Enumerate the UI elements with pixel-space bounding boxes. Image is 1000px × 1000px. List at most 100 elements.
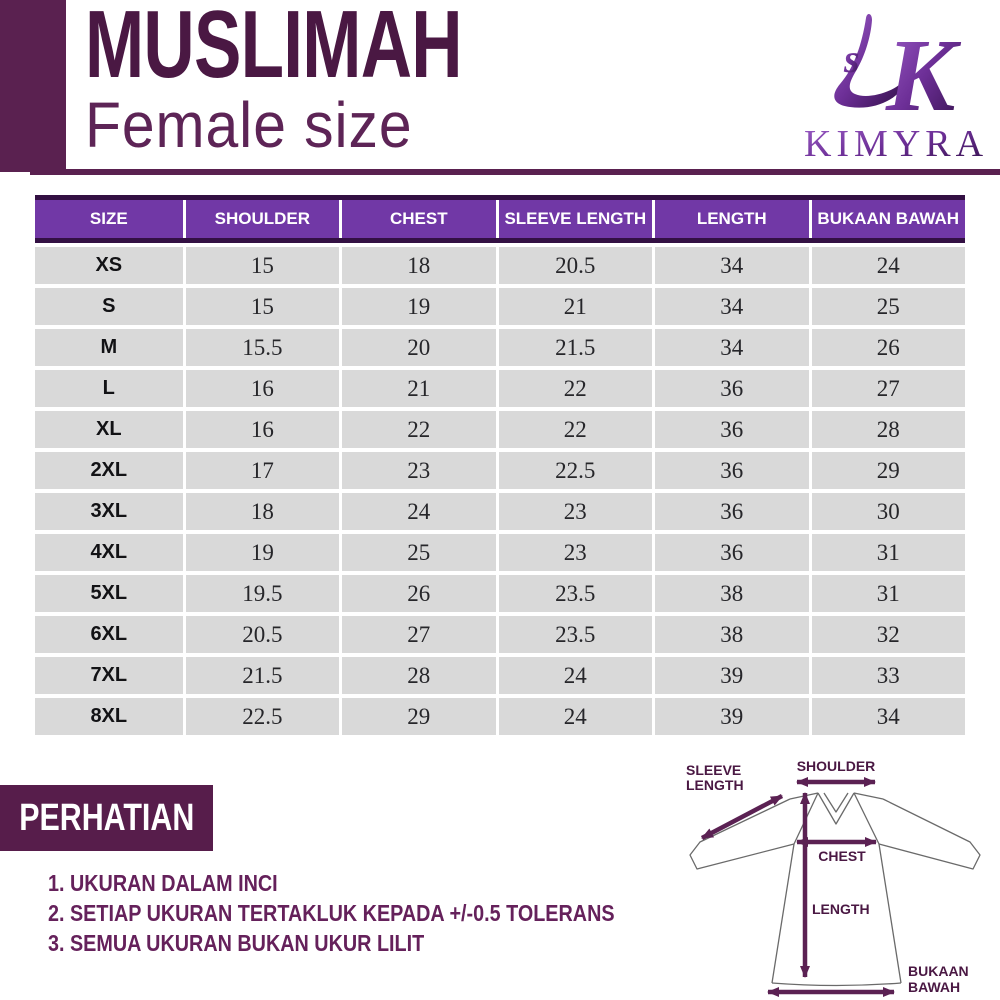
note-item: 2. SETIAP UKURAN TERTAKLUK KEPADA +/-0.5… xyxy=(48,900,615,926)
value-cell: 31 xyxy=(811,575,965,612)
column-header-sleeve-length: SLEEVE LENGTH xyxy=(498,200,653,238)
value-cell: 36 xyxy=(655,452,809,489)
value-cell: 25 xyxy=(811,288,965,325)
value-cell: 20 xyxy=(342,329,496,366)
value-cell: 34 xyxy=(655,329,809,366)
value-cell: 15.5 xyxy=(185,329,340,366)
note-item: 1. UKURAN DALAM INCI xyxy=(48,870,278,896)
value-cell: 16 xyxy=(185,411,340,448)
size-cell: 4XL xyxy=(35,534,183,571)
value-cell: 39 xyxy=(655,657,809,694)
value-cell: 36 xyxy=(655,370,809,407)
corner-accent-block xyxy=(0,0,66,172)
size-cell: M xyxy=(35,329,183,366)
brand-logo: K s KIMYRA xyxy=(804,14,983,165)
value-cell: 22.5 xyxy=(185,698,340,735)
value-cell: 34 xyxy=(655,247,809,284)
value-cell: 16 xyxy=(185,370,340,407)
chest-label: CHEST xyxy=(818,848,866,864)
value-cell: 23 xyxy=(342,452,496,489)
value-cell: 22 xyxy=(498,411,653,448)
sleeve-length-label-line1: SLEEVE xyxy=(686,762,741,778)
sleeve-length-label-line2: LENGTH xyxy=(686,777,744,793)
column-header-size: SIZE xyxy=(35,200,183,238)
value-cell: 30 xyxy=(811,493,965,530)
page-subtitle: Female size xyxy=(85,89,413,161)
size-cell: XS xyxy=(35,247,183,284)
value-cell: 33 xyxy=(811,657,965,694)
value-cell: 24 xyxy=(342,493,496,530)
size-cell: 2XL xyxy=(35,452,183,489)
value-cell: 29 xyxy=(342,698,496,735)
value-cell: 17 xyxy=(185,452,340,489)
value-cell: 21.5 xyxy=(498,329,653,366)
size-cell: XL xyxy=(35,411,183,448)
logo-monogram-k: K xyxy=(885,18,962,133)
value-cell: 21 xyxy=(342,370,496,407)
column-header-shoulder: SHOULDER xyxy=(185,200,340,238)
size-table: SIZE SHOULDER CHEST SLEEVE LENGTH LENGTH BUKA… xyxy=(35,195,965,735)
measurement-arrows xyxy=(700,777,895,997)
value-cell: 39 xyxy=(655,698,809,735)
value-cell: 22.5 xyxy=(498,452,653,489)
value-cell: 32 xyxy=(811,616,965,653)
value-cell: 25 xyxy=(342,534,496,571)
size-cell: S xyxy=(35,288,183,325)
value-cell: 19 xyxy=(185,534,340,571)
value-cell: 23.5 xyxy=(498,575,653,612)
value-cell: 23.5 xyxy=(498,616,653,653)
value-cell: 23 xyxy=(498,534,653,571)
logo-monogram-s: s xyxy=(843,36,860,81)
value-cell: 24 xyxy=(498,657,653,694)
value-cell: 19 xyxy=(342,288,496,325)
value-cell: 18 xyxy=(185,493,340,530)
measurement-diagram: SLEEVE LENGTH SHOULDER CHEST LENGTH BUKA… xyxy=(686,758,981,997)
value-cell: 19.5 xyxy=(185,575,340,612)
value-cell: 20.5 xyxy=(498,247,653,284)
value-cell: 23 xyxy=(498,493,653,530)
table-body: XS 15 18 20.5 34 24 S 15 19 21 34 25 M 15.5 20 21.5 34 26… xyxy=(35,247,965,735)
sleeve-length-arrow xyxy=(700,794,784,840)
value-cell: 27 xyxy=(342,616,496,653)
header-divider xyxy=(30,169,1000,175)
size-cell: 5XL xyxy=(35,575,183,612)
page-title: MUSLIMAH xyxy=(85,0,463,98)
value-cell: 38 xyxy=(655,616,809,653)
notes-heading: PERHATIAN xyxy=(19,797,195,839)
value-cell: 22 xyxy=(342,411,496,448)
value-cell: 31 xyxy=(811,534,965,571)
length-label: LENGTH xyxy=(812,901,870,917)
value-cell: 34 xyxy=(811,698,965,735)
logo-swoosh xyxy=(834,14,903,108)
value-cell: 34 xyxy=(655,288,809,325)
notes-list: 1. UKURAN DALAM INCI 2. SETIAP UKURAN TER… xyxy=(48,868,707,958)
size-cell: 7XL xyxy=(35,657,183,694)
notes-heading-box: PERHATIAN xyxy=(0,785,213,851)
bukaan-bawah-label-line2: BAWAH xyxy=(908,979,960,995)
column-header-length: LENGTH xyxy=(655,200,809,238)
value-cell: 28 xyxy=(342,657,496,694)
value-cell: 15 xyxy=(185,288,340,325)
value-cell: 21.5 xyxy=(185,657,340,694)
value-cell: 28 xyxy=(811,411,965,448)
size-cell: 8XL xyxy=(35,698,183,735)
value-cell: 36 xyxy=(655,411,809,448)
column-header-chest: CHEST xyxy=(342,200,496,238)
size-cell: L xyxy=(35,370,183,407)
value-cell: 38 xyxy=(655,575,809,612)
size-cell: 6XL xyxy=(35,616,183,653)
value-cell: 24 xyxy=(498,698,653,735)
value-cell: 36 xyxy=(655,534,809,571)
value-cell: 26 xyxy=(342,575,496,612)
column-header-bukaan-bawah: BUKAAN BAWAH xyxy=(811,200,965,238)
table-header-row: SIZE SHOULDER CHEST SLEEVE LENGTH LENGTH BUKA… xyxy=(35,200,965,238)
value-cell: 26 xyxy=(811,329,965,366)
table-header-band: SIZE SHOULDER CHEST SLEEVE LENGTH LENGTH BUKA… xyxy=(35,195,965,243)
value-cell: 22 xyxy=(498,370,653,407)
value-cell: 36 xyxy=(655,493,809,530)
value-cell: 15 xyxy=(185,247,340,284)
bukaan-bawah-label-line1: BUKAAN xyxy=(908,963,969,979)
value-cell: 24 xyxy=(811,247,965,284)
shoulder-label: SHOULDER xyxy=(797,758,876,774)
